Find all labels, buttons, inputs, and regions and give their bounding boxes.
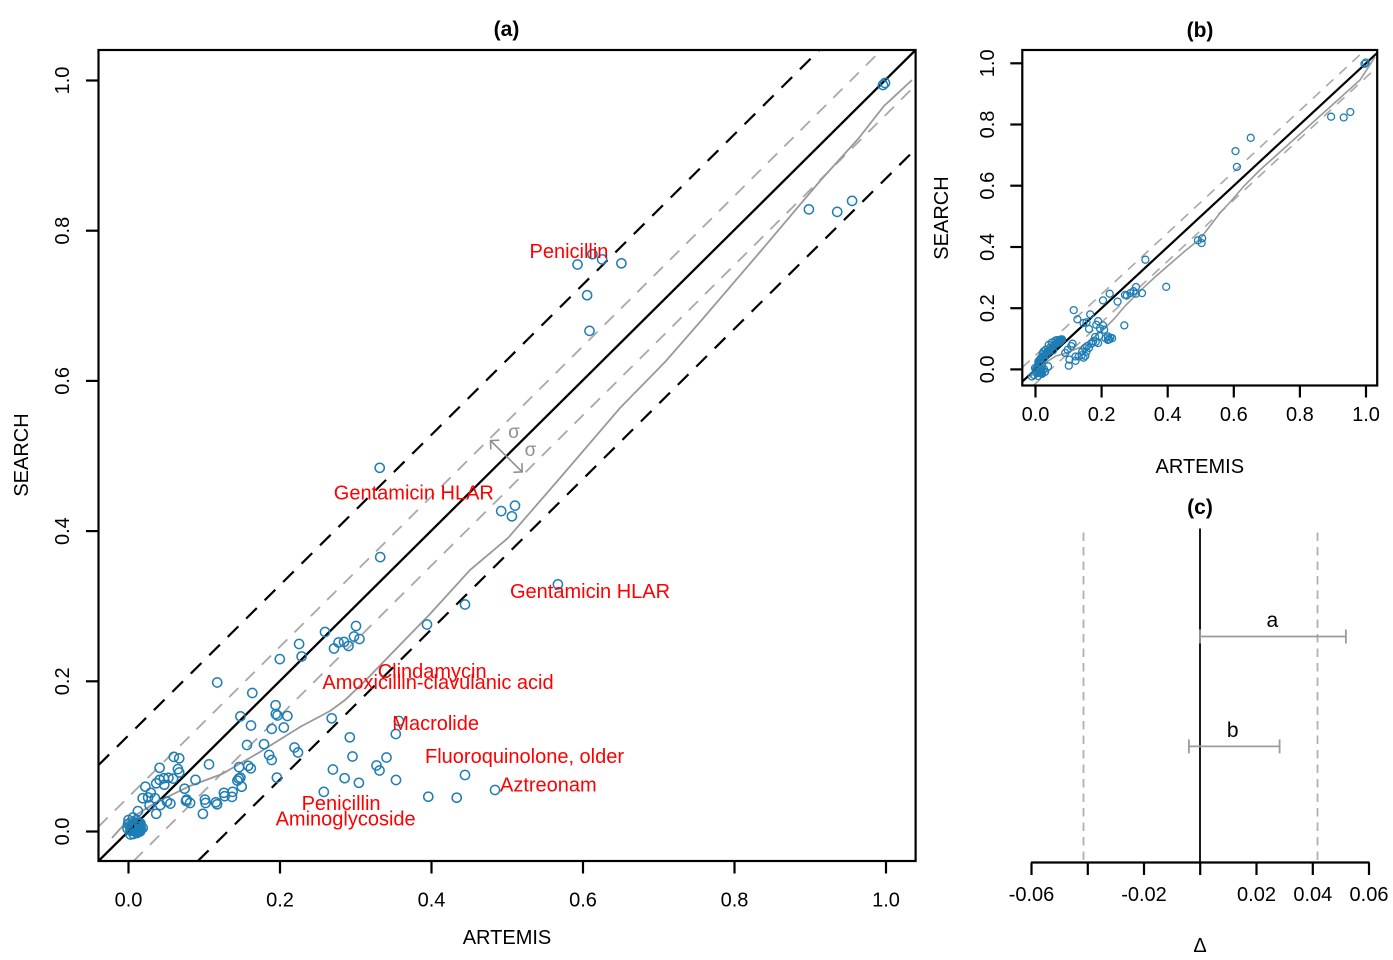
svg-text:0.0: 0.0	[977, 355, 999, 383]
svg-text:σ: σ	[508, 422, 520, 443]
svg-text:0.2: 0.2	[266, 890, 294, 912]
svg-text:0.8: 0.8	[1286, 404, 1314, 426]
svg-text:Amoxicillin-clavulanic acid: Amoxicillin-clavulanic acid	[322, 672, 553, 694]
svg-text:ARTEMIS: ARTEMIS	[1156, 456, 1245, 478]
svg-text:Gentamicin HLAR: Gentamicin HLAR	[510, 581, 670, 603]
svg-text:0.0: 0.0	[52, 818, 74, 846]
svg-text:ARTEMIS: ARTEMIS	[463, 927, 552, 949]
svg-text:Δ: Δ	[1193, 935, 1206, 957]
svg-text:(b): (b)	[1187, 19, 1214, 42]
svg-text:SEARCH: SEARCH	[931, 176, 953, 259]
svg-text:(c): (c)	[1187, 496, 1213, 519]
svg-text:Gentamicin HLAR: Gentamicin HLAR	[334, 483, 494, 505]
svg-text:0.8: 0.8	[977, 111, 999, 139]
svg-text:0.6: 0.6	[1220, 404, 1248, 426]
svg-text:0.8: 0.8	[52, 217, 74, 245]
svg-text:0.0: 0.0	[1022, 404, 1050, 426]
svg-text:0.02: 0.02	[1237, 884, 1276, 906]
svg-text:1.0: 1.0	[872, 890, 900, 912]
svg-text:Clindamycin: Clindamycin	[378, 661, 487, 683]
svg-text:0.2: 0.2	[1088, 404, 1116, 426]
svg-text:Penicillin: Penicillin	[302, 793, 381, 815]
svg-text:-0.06: -0.06	[1009, 884, 1055, 906]
svg-text:Penicillin: Penicillin	[530, 241, 609, 263]
svg-text:0.6: 0.6	[569, 890, 597, 912]
svg-text:SEARCH: SEARCH	[11, 413, 33, 496]
svg-text:a: a	[1266, 609, 1278, 632]
svg-text:0.4: 0.4	[977, 233, 999, 261]
svg-text:σ: σ	[525, 440, 537, 461]
svg-text:0.4: 0.4	[1154, 404, 1182, 426]
svg-text:0.2: 0.2	[52, 667, 74, 695]
svg-text:0.4: 0.4	[52, 517, 74, 545]
svg-text:0.4: 0.4	[418, 890, 446, 912]
svg-text:-0.02: -0.02	[1121, 884, 1167, 906]
svg-text:0.04: 0.04	[1293, 884, 1332, 906]
svg-text:0.0: 0.0	[115, 890, 143, 912]
svg-text:0.6: 0.6	[977, 172, 999, 200]
svg-text:Fluoroquinolone, older: Fluoroquinolone, older	[425, 746, 624, 768]
svg-text:1.0: 1.0	[977, 49, 999, 77]
svg-text:0.06: 0.06	[1350, 884, 1389, 906]
svg-text:0.6: 0.6	[52, 367, 74, 395]
svg-text:0.8: 0.8	[721, 890, 749, 912]
svg-text:1.0: 1.0	[1352, 404, 1380, 426]
svg-text:1.0: 1.0	[52, 67, 74, 95]
svg-text:Aminoglycoside: Aminoglycoside	[276, 809, 416, 831]
svg-text:0.2: 0.2	[977, 294, 999, 322]
svg-text:Aztreonam: Aztreonam	[500, 775, 597, 797]
svg-text:(a): (a)	[494, 18, 520, 41]
svg-text:Macrolide: Macrolide	[392, 713, 479, 735]
svg-text:b: b	[1227, 719, 1239, 742]
